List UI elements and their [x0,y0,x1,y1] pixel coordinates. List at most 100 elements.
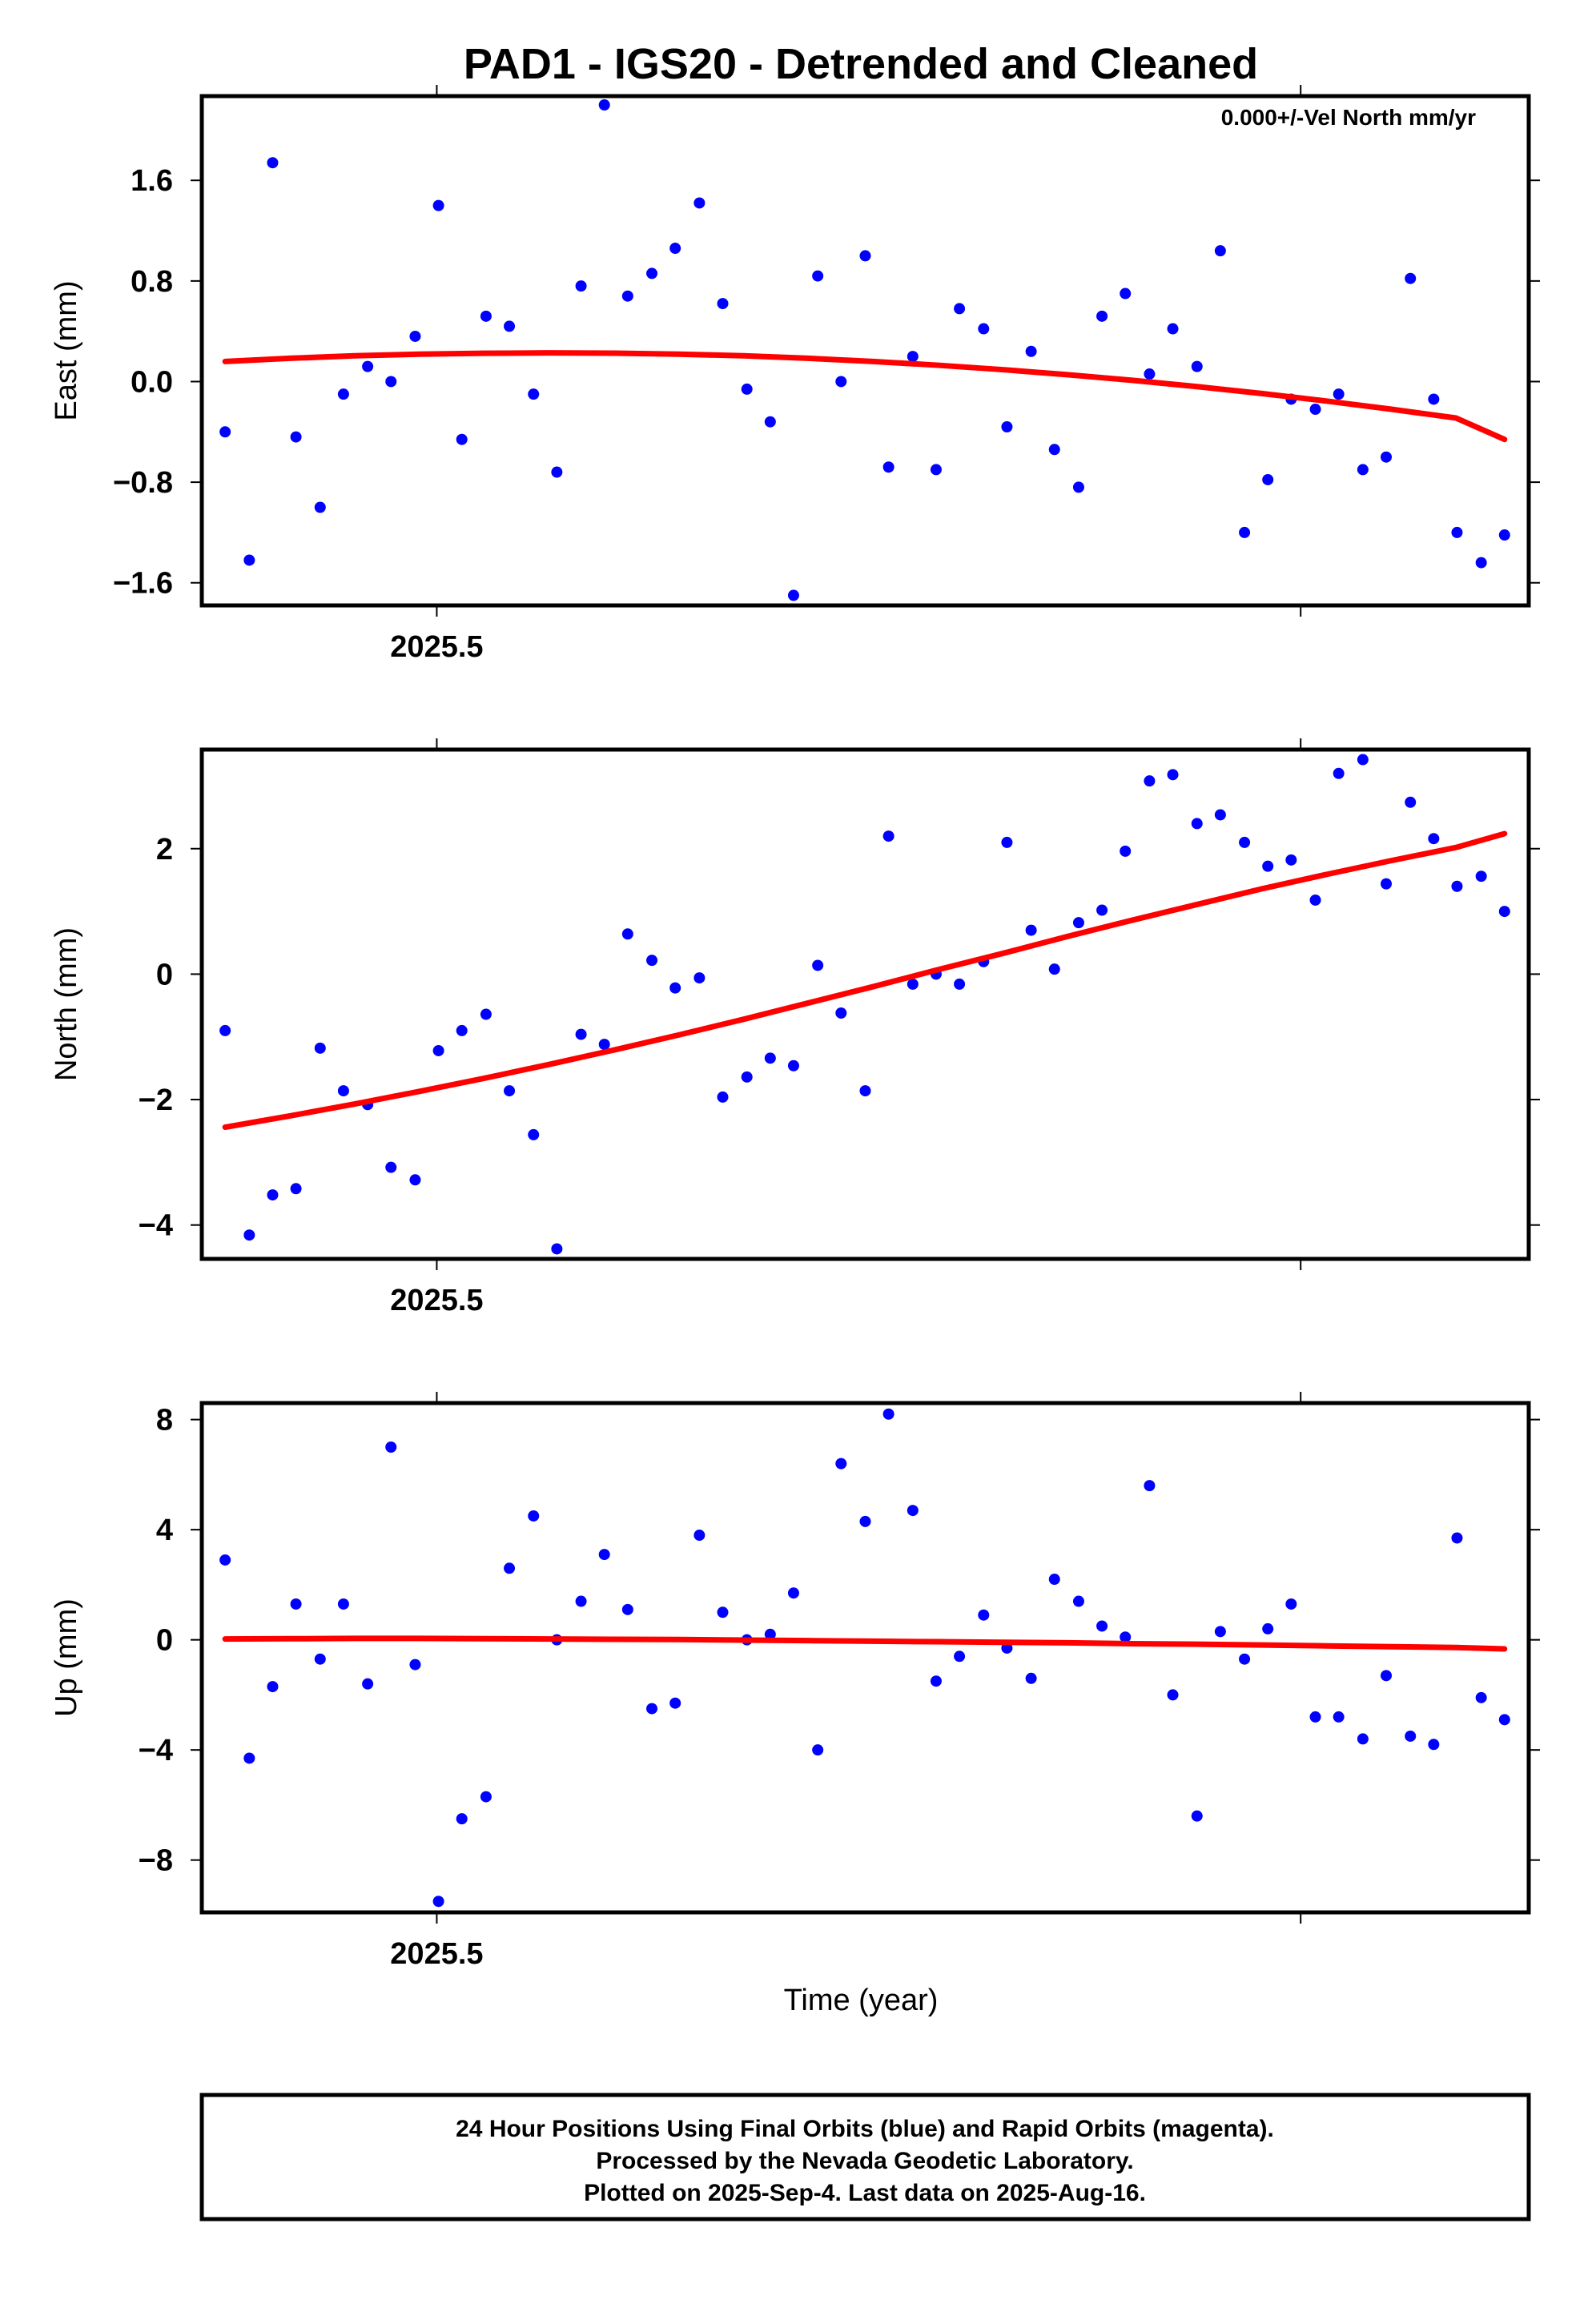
north-fit-line [222,830,1508,1131]
up-data-point [337,1598,349,1610]
north-data-point [1120,845,1132,857]
up-ytick-label: −8 [139,1844,173,1878]
east-ytick-label: 0.8 [131,265,173,299]
north-data-point [456,1024,468,1036]
east-data-point [1025,345,1037,357]
north-data-point [385,1161,397,1173]
up-ytick-label: 8 [156,1404,173,1437]
up-data-point [1451,1532,1463,1544]
north-plot-area [219,754,1510,1255]
east-data-point [741,383,753,395]
east-data-point [385,376,397,388]
up-data-point [1498,1714,1510,1726]
east-data-point [764,416,776,428]
east-data-point [337,388,349,400]
east-data-point [1120,287,1132,300]
up-ytick-label: 0 [156,1624,173,1658]
north-data-point [575,1028,587,1040]
north-data-point [432,1044,444,1056]
up-data-point [243,1752,255,1764]
east-data-point [1381,451,1393,463]
east-data-point [1357,464,1369,476]
north-data-point [1001,836,1013,848]
north-data-point [409,1174,421,1186]
north-ytick-label: 2 [156,833,173,866]
up-data-point [787,1587,799,1599]
up-data-point [835,1458,847,1470]
north-data-point [598,1039,610,1051]
east-data-point [1428,393,1440,405]
up-data-point [290,1598,302,1610]
up-data-point [1357,1733,1369,1745]
footer-line-1: 24 Hour Positions Using Final Orbits (bl… [456,2116,1274,2142]
east-data-point [787,589,799,601]
up-data-point [978,1609,990,1621]
up-data-point [1285,1598,1297,1610]
north-data-point [290,1183,302,1195]
east-data-point [835,376,847,388]
up-data-point [1239,1653,1251,1665]
up-data-point [267,1681,279,1693]
up-data-point [859,1515,871,1527]
up-data-point [1262,1622,1274,1634]
east-y-axis-label: East (mm) [50,280,83,420]
north-data-point [646,955,658,967]
east-data-point [882,461,894,473]
east-data-point [1001,421,1013,433]
east-ytick-label: 0.0 [131,365,173,399]
up-data-point [575,1595,587,1607]
up-data-point [1381,1670,1393,1682]
east-data-point [812,270,824,282]
x-axis-label: Time (year) [784,1984,939,2017]
east-data-point [978,323,990,335]
up-data-point [362,1678,374,1690]
up-frame [199,1401,1531,1915]
east-frame [199,94,1531,608]
north-data-point [219,1024,231,1036]
east-data-point [1048,444,1060,456]
east-annotation: 0.000+/-Vel North mm/yr [1221,105,1476,130]
north-data-point [1191,818,1203,830]
up-data-point [1120,1631,1132,1643]
up-data-point [812,1744,824,1756]
north-data-point [835,1007,847,1019]
up-data-point [1309,1711,1321,1723]
east-data-point [1167,323,1179,335]
north-data-point [1048,963,1060,975]
north-data-point [1072,917,1084,929]
north-data-point [243,1229,255,1241]
east-data-point [1144,368,1156,380]
east-data-point [1333,388,1345,400]
up-data-point [456,1813,468,1825]
north-data-point [1405,796,1417,808]
north-data-point [954,978,966,990]
east-data-point [551,466,563,478]
north-data-point [528,1128,540,1140]
up-data-point [1048,1574,1060,1586]
north-data-point [787,1059,799,1072]
north-data-point [1498,906,1510,918]
north-panel: 2 0 −2 −4 2025.5 North (mm) [50,738,1540,1317]
up-panel: 8 4 0 −4 −8 2025.5 Up (mm) [50,1392,1540,1971]
east-plot-area [219,99,1510,601]
up-data-point [669,1697,681,1709]
east-data-point [314,501,326,513]
up-data-point [954,1651,966,1663]
east-data-point [1072,481,1084,493]
up-data-point [409,1659,421,1671]
up-data-point [1191,1810,1203,1822]
east-fit-line [222,350,1508,443]
east-data-point [504,320,516,332]
up-data-point [1214,1626,1226,1638]
north-data-point [1262,860,1274,872]
up-data-point [504,1562,516,1574]
north-data-point [717,1091,729,1103]
up-plot-area [219,1408,1510,1908]
up-data-point [528,1510,540,1522]
north-data-point [907,978,919,990]
east-ytick-label: 1.6 [131,164,173,198]
east-data-point [432,199,444,211]
north-frame [199,747,1531,1261]
north-data-point [337,1085,349,1097]
